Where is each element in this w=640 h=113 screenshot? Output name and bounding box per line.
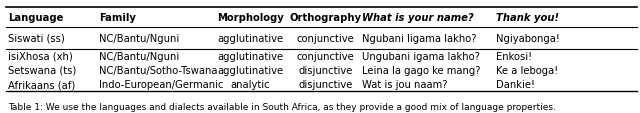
- Text: NC/Bantu/Nguni: NC/Bantu/Nguni: [99, 33, 179, 43]
- Text: disjunctive: disjunctive: [298, 65, 353, 75]
- Text: Thank you!: Thank you!: [496, 13, 559, 23]
- Text: Morphology: Morphology: [217, 13, 284, 23]
- Text: NC/Bantu/Nguni: NC/Bantu/Nguni: [99, 51, 179, 61]
- Text: agglutinative: agglutinative: [217, 65, 284, 75]
- Text: Wat is jou naam?: Wat is jou naam?: [362, 80, 447, 89]
- Text: conjunctive: conjunctive: [296, 51, 355, 61]
- Text: isiXhosa (xh): isiXhosa (xh): [8, 51, 72, 61]
- Text: Siswati (ss): Siswati (ss): [8, 33, 65, 43]
- Text: conjunctive: conjunctive: [296, 33, 355, 43]
- Text: Dankie!: Dankie!: [496, 80, 535, 89]
- Text: agglutinative: agglutinative: [217, 51, 284, 61]
- Text: Ngubani ligama lakho?: Ngubani ligama lakho?: [362, 33, 476, 43]
- Text: Leina la gago ke mang?: Leina la gago ke mang?: [362, 65, 480, 75]
- Text: agglutinative: agglutinative: [217, 33, 284, 43]
- Text: What is your name?: What is your name?: [362, 13, 473, 23]
- Text: Enkosi!: Enkosi!: [496, 51, 532, 61]
- Text: disjunctive: disjunctive: [298, 80, 353, 89]
- Text: Ngiyabonga!: Ngiyabonga!: [496, 33, 560, 43]
- Text: Ke a leboga!: Ke a leboga!: [496, 65, 558, 75]
- Text: Afrikaans (af): Afrikaans (af): [8, 80, 75, 89]
- Text: analytic: analytic: [230, 80, 270, 89]
- Text: NC/Bantu/Sotho-Tswana: NC/Bantu/Sotho-Tswana: [99, 65, 218, 75]
- Text: Indo-European/Germanic: Indo-European/Germanic: [99, 80, 224, 89]
- Text: Orthography: Orthography: [289, 13, 362, 23]
- Text: Ungubani igama lakho?: Ungubani igama lakho?: [362, 51, 479, 61]
- Text: Family: Family: [99, 13, 136, 23]
- Text: Table 1: We use the languages and dialects available in South Africa, as they pr: Table 1: We use the languages and dialec…: [8, 102, 556, 111]
- Text: Language: Language: [8, 13, 63, 23]
- Text: Setswana (ts): Setswana (ts): [8, 65, 76, 75]
